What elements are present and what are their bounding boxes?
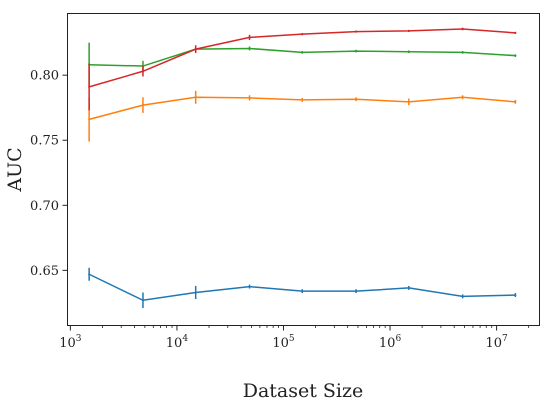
series-1-point-5 [355,98,358,101]
x-tick-label-4: 107 [485,334,508,351]
series-0-point-3 [248,285,251,288]
series-3-point-1 [141,70,144,73]
y-tick-label-3: 0.80 [30,69,59,84]
series-1 [88,90,517,142]
series-1-point-3 [248,96,251,99]
series-0-point-1 [141,299,144,302]
series-0-point-4 [301,290,304,293]
x-tick-label-3: 106 [379,334,402,351]
series-0-point-0 [88,273,91,276]
x-axis: 103 104 105 106 107 [59,325,530,351]
series-1-point-7 [461,96,464,99]
x-tick-label-2: 105 [272,334,295,351]
series-0-point-8 [514,294,517,297]
y-axis: 0.65 0.70 0.75 0.80 [30,69,68,279]
y-axis-title: AUC [4,147,26,192]
series-3-point-7 [461,27,464,30]
series-3-point-8 [514,31,517,34]
y-tick-label-1: 0.70 [30,199,59,214]
series-3-point-5 [355,30,358,33]
series-1-point-8 [514,100,517,103]
y-tick-label-0: 0.65 [30,264,59,279]
series-2-point-6 [407,50,410,53]
x-tick-label-1: 104 [166,334,189,351]
series-3-line [88,28,516,88]
series-layer [88,27,517,309]
x-axis-title: Dataset Size [243,380,364,402]
series-0-point-5 [355,290,358,293]
series-2-point-3 [248,47,251,50]
series-3-point-3 [248,36,251,39]
series-2 [88,42,517,87]
series-0-point-2 [194,291,197,294]
series-0-point-6 [407,286,410,289]
series-2-point-5 [355,50,358,53]
series-0-point-7 [461,295,464,298]
series-1-point-0 [88,118,91,121]
series-2-point-7 [461,51,464,54]
series-1-point-2 [194,96,197,99]
series-2-point-4 [301,51,304,54]
series-3-point-6 [407,29,410,32]
y-tick-label-2: 0.75 [30,134,59,149]
series-3-point-0 [88,85,91,88]
series-0-line [88,273,516,302]
series-0 [88,267,517,309]
series-1-point-4 [301,98,304,101]
plot-frame [67,13,540,326]
series-3 [88,27,517,111]
series-3-point-4 [301,33,304,36]
x-tick-label-0: 103 [59,334,82,351]
series-1-point-1 [141,104,144,107]
series-2-point-8 [514,54,517,57]
series-3-point-2 [194,48,197,51]
series-1-point-6 [407,100,410,103]
